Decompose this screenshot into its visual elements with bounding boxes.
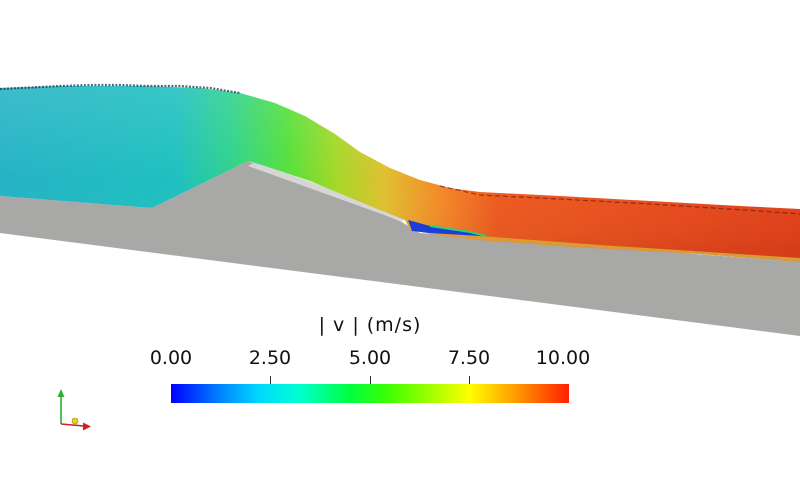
tick-label-3: 7.50	[447, 347, 491, 369]
flow-shading	[0, 86, 800, 262]
recirculation-edge	[429, 225, 487, 237]
jet-underside	[430, 233, 800, 262]
axes-triad-icon	[57, 389, 91, 431]
tick-label-1: 2.50	[248, 347, 292, 369]
channel-bed	[0, 161, 800, 336]
free-surface-line	[0, 83, 241, 95]
tick-label-2: 5.00	[348, 347, 392, 369]
tick-label-4: 10.00	[535, 347, 591, 369]
tick-mark-2	[370, 376, 371, 385]
surface-streak	[439, 185, 800, 215]
weir-face	[248, 162, 404, 222]
legend-title: | v | (m/s)	[318, 314, 422, 336]
tick-mark-1	[270, 376, 271, 385]
tick-label-0: 0.00	[149, 347, 193, 369]
tick-mark-3	[469, 376, 470, 385]
color-bar	[171, 384, 569, 403]
